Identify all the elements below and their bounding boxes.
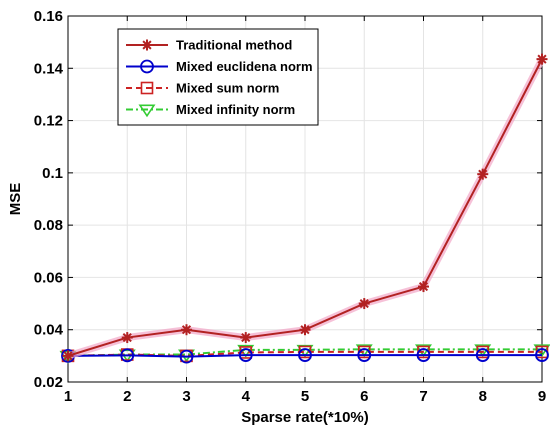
y-tick-label: 0.06 <box>34 269 63 286</box>
legend: Traditional method Mixed euclidena norm Mi… <box>117 28 319 126</box>
y-tick-label: 0.08 <box>34 217 63 234</box>
data-point <box>120 348 135 363</box>
legend-entry: Mixed euclidena norm <box>126 59 313 74</box>
series-line <box>67 350 542 357</box>
legend-label: Traditional method <box>176 38 292 53</box>
y-axis-title: MSE <box>7 183 24 216</box>
data-point <box>62 350 74 362</box>
data-point <box>418 281 429 293</box>
legend-marker <box>141 39 153 51</box>
data-point <box>181 324 192 336</box>
data-point <box>121 332 133 344</box>
x-tick-label: 4 <box>242 388 251 405</box>
x-tick-label: 7 <box>419 388 427 405</box>
data-point <box>535 348 549 362</box>
axes: 1 2 3 4 5 6 7 8 9 0.02 0.04 0.06 0.08 0.1 0.12 0.14 0.16 <box>34 8 546 405</box>
x-tick-label: 8 <box>479 388 487 405</box>
data-point <box>416 348 431 362</box>
y-tick-label: 0.16 <box>34 8 63 25</box>
data-point <box>536 53 548 65</box>
x-tick-label: 9 <box>538 388 546 405</box>
x-axis-title: Sparse rate(*10%) <box>241 409 369 426</box>
data-point <box>357 348 372 362</box>
legend-marker <box>138 104 156 118</box>
legend-entry: Mixed infinity norm <box>126 102 295 118</box>
data-point <box>299 324 311 336</box>
series-mixed-euclidena-norm <box>61 348 549 364</box>
legend-entry: Traditional method <box>126 38 292 53</box>
y-tick-label: 0.02 <box>34 374 63 391</box>
data-point <box>358 298 370 310</box>
data-series <box>59 53 550 364</box>
y-tick-label: 0.1 <box>42 165 63 182</box>
legend-label: Mixed infinity norm <box>176 102 295 117</box>
y-tick-label: 0.04 <box>34 322 64 339</box>
x-tick-label: 3 <box>182 388 190 405</box>
y-tick-label: 0.14 <box>34 60 64 77</box>
data-point <box>477 168 489 180</box>
data-point <box>238 348 253 362</box>
data-point <box>240 332 252 344</box>
legend-label: Mixed euclidena norm <box>176 59 313 74</box>
y-tick-label: 0.12 <box>34 113 63 130</box>
legend-marker <box>140 81 154 95</box>
series-line <box>67 348 542 357</box>
x-tick-label: 1 <box>64 388 72 405</box>
series-line <box>67 354 542 358</box>
data-point <box>475 348 490 362</box>
legend-marker <box>140 59 154 74</box>
data-point <box>298 348 312 362</box>
legend-entry: Mixed sum norm <box>126 81 279 96</box>
data-point <box>179 349 194 364</box>
x-tick-label: 6 <box>360 388 368 405</box>
x-tick-label: 5 <box>301 388 309 405</box>
legend-label: Mixed sum norm <box>176 81 279 96</box>
series-traditional-method <box>62 53 548 362</box>
x-tick-label: 2 <box>123 388 131 405</box>
